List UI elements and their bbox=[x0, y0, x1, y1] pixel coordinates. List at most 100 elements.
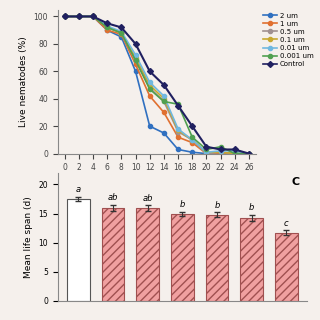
0.01 um bbox=[63, 14, 67, 18]
Control bbox=[77, 14, 81, 18]
0.01 um bbox=[219, 149, 222, 153]
1 um bbox=[176, 135, 180, 139]
0.1 um bbox=[134, 56, 138, 60]
0.001 um bbox=[190, 135, 194, 139]
1 um bbox=[77, 14, 81, 18]
1 um bbox=[247, 152, 251, 156]
Line: 2 um: 2 um bbox=[63, 14, 251, 156]
0.1 um bbox=[219, 150, 222, 154]
2 um bbox=[162, 131, 166, 135]
0.001 um bbox=[134, 59, 138, 62]
0.001 um bbox=[219, 145, 222, 149]
2 um bbox=[77, 14, 81, 18]
0.01 um bbox=[247, 152, 251, 156]
0.1 um bbox=[162, 97, 166, 101]
Text: c: c bbox=[284, 219, 289, 228]
2 um bbox=[219, 152, 222, 156]
2 um bbox=[233, 152, 237, 156]
Text: ab: ab bbox=[108, 194, 118, 203]
0.01 um bbox=[119, 30, 123, 34]
1 um bbox=[119, 32, 123, 36]
1 um bbox=[91, 14, 95, 18]
Text: b: b bbox=[214, 201, 220, 210]
0.01 um bbox=[105, 24, 109, 28]
0.01 um bbox=[91, 14, 95, 18]
Line: 0.1 um: 0.1 um bbox=[63, 14, 251, 156]
0.5 um bbox=[148, 86, 152, 90]
Control bbox=[63, 14, 67, 18]
0.001 um bbox=[148, 87, 152, 91]
0.1 um bbox=[77, 14, 81, 18]
1 um bbox=[105, 28, 109, 32]
0.01 um bbox=[162, 94, 166, 98]
0.001 um bbox=[105, 26, 109, 29]
Text: ab: ab bbox=[142, 194, 153, 203]
1 um bbox=[162, 110, 166, 114]
0.1 um bbox=[91, 14, 95, 18]
0.1 um bbox=[119, 31, 123, 35]
0.01 um bbox=[204, 150, 208, 154]
1 um bbox=[63, 14, 67, 18]
Control bbox=[91, 14, 95, 18]
Text: a: a bbox=[76, 185, 81, 194]
0.1 um bbox=[190, 138, 194, 142]
Control bbox=[148, 69, 152, 73]
2 um bbox=[176, 148, 180, 151]
0.001 um bbox=[162, 100, 166, 103]
2 um bbox=[91, 14, 95, 18]
Control bbox=[247, 152, 251, 156]
2 um bbox=[105, 28, 109, 32]
0.001 um bbox=[233, 152, 237, 156]
0.1 um bbox=[247, 152, 251, 156]
Line: 0.01 um: 0.01 um bbox=[63, 14, 251, 156]
0.5 um bbox=[105, 26, 109, 29]
2 um bbox=[247, 152, 251, 156]
0.5 um bbox=[190, 138, 194, 142]
Control bbox=[119, 26, 123, 29]
Control bbox=[219, 148, 222, 151]
0.1 um bbox=[204, 150, 208, 154]
0.001 um bbox=[63, 14, 67, 18]
1 um bbox=[204, 152, 208, 156]
2 um bbox=[134, 69, 138, 73]
0.5 um bbox=[204, 152, 208, 156]
2 um bbox=[148, 124, 152, 128]
0.001 um bbox=[247, 152, 251, 156]
0.1 um bbox=[176, 128, 180, 132]
0.001 um bbox=[91, 14, 95, 18]
0.01 um bbox=[233, 149, 237, 153]
2 um bbox=[63, 14, 67, 18]
0.5 um bbox=[63, 14, 67, 18]
0.001 um bbox=[119, 31, 123, 35]
Line: 1 um: 1 um bbox=[63, 14, 251, 156]
0.5 um bbox=[162, 100, 166, 103]
Text: C: C bbox=[292, 177, 300, 187]
Line: 0.001 um: 0.001 um bbox=[63, 14, 251, 156]
2 um bbox=[119, 35, 123, 39]
0.1 um bbox=[105, 26, 109, 29]
2 um bbox=[190, 150, 194, 154]
0.5 um bbox=[119, 31, 123, 35]
Bar bbox=[206, 215, 228, 301]
0.1 um bbox=[148, 83, 152, 87]
0.5 um bbox=[77, 14, 81, 18]
1 um bbox=[148, 94, 152, 98]
Bar bbox=[240, 218, 263, 301]
0.01 um bbox=[176, 127, 180, 131]
0.5 um bbox=[176, 130, 180, 133]
0.01 um bbox=[77, 14, 81, 18]
Bar bbox=[102, 208, 124, 301]
1 um bbox=[219, 152, 222, 156]
Y-axis label: Live nematodes (%): Live nematodes (%) bbox=[19, 36, 28, 127]
0.5 um bbox=[134, 59, 138, 62]
0.5 um bbox=[91, 14, 95, 18]
0.01 um bbox=[190, 138, 194, 142]
Line: 0.5 um: 0.5 um bbox=[63, 14, 251, 156]
0.001 um bbox=[176, 102, 180, 106]
Text: b: b bbox=[180, 200, 185, 210]
Control bbox=[105, 21, 109, 25]
0.01 um bbox=[134, 53, 138, 57]
0.5 um bbox=[247, 152, 251, 156]
Bar bbox=[171, 214, 194, 301]
Control bbox=[176, 104, 180, 108]
